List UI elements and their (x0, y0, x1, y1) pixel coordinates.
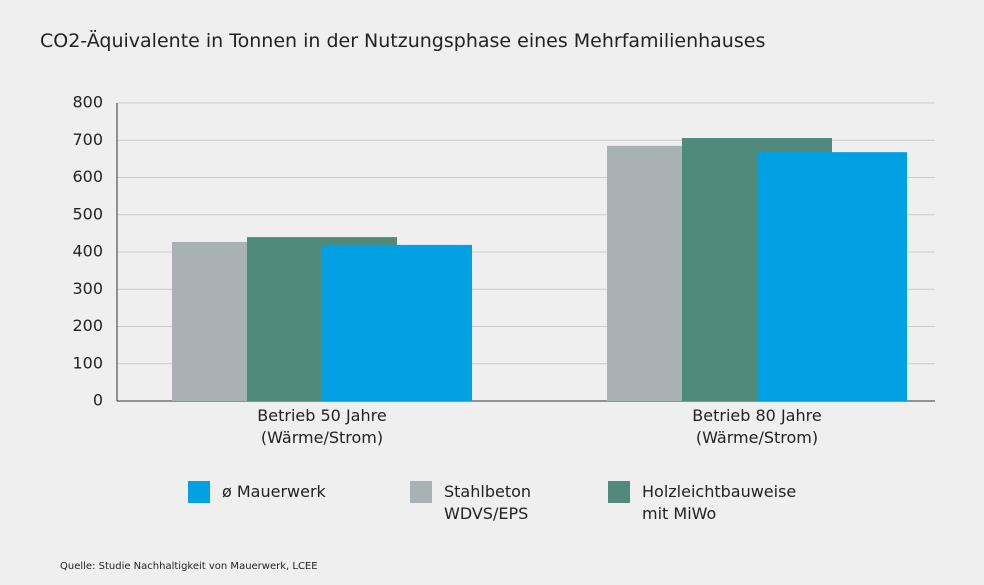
y-tick-label: 300 (72, 279, 103, 298)
legend-swatch (608, 481, 630, 503)
legend-swatch (410, 481, 432, 503)
y-tick-label: 200 (72, 316, 103, 335)
y-tick-label: 800 (72, 93, 103, 112)
bar (322, 244, 472, 401)
y-tick-label: 600 (72, 167, 103, 186)
source: Quelle: Studie Nachhaltigkeit von Mauerw… (60, 561, 318, 572)
y-tick-label: 400 (72, 242, 103, 261)
y-tick-label: 0 (93, 391, 103, 410)
x-tick-label: Betrieb 50 Jahre (Wärme/Strom) (257, 406, 387, 447)
y-tick-label: 100 (72, 353, 103, 372)
legend-swatch (188, 481, 210, 503)
y-tick-label: 700 (72, 130, 103, 149)
legend-label: ø Mauerwerk (222, 482, 326, 501)
legend-label: Stahlbeton WDVS/EPS (444, 482, 532, 523)
legend-label: Holzleichtbauweise mit MiWo (642, 482, 797, 523)
y-tick-label: 500 (72, 204, 103, 223)
bar (757, 152, 907, 401)
x-tick-label: Betrieb 80 Jahre (Wärme/Strom) (692, 406, 822, 447)
chart-title: CO2-Äquivalente in Tonnen in der Nutzung… (40, 30, 766, 52)
